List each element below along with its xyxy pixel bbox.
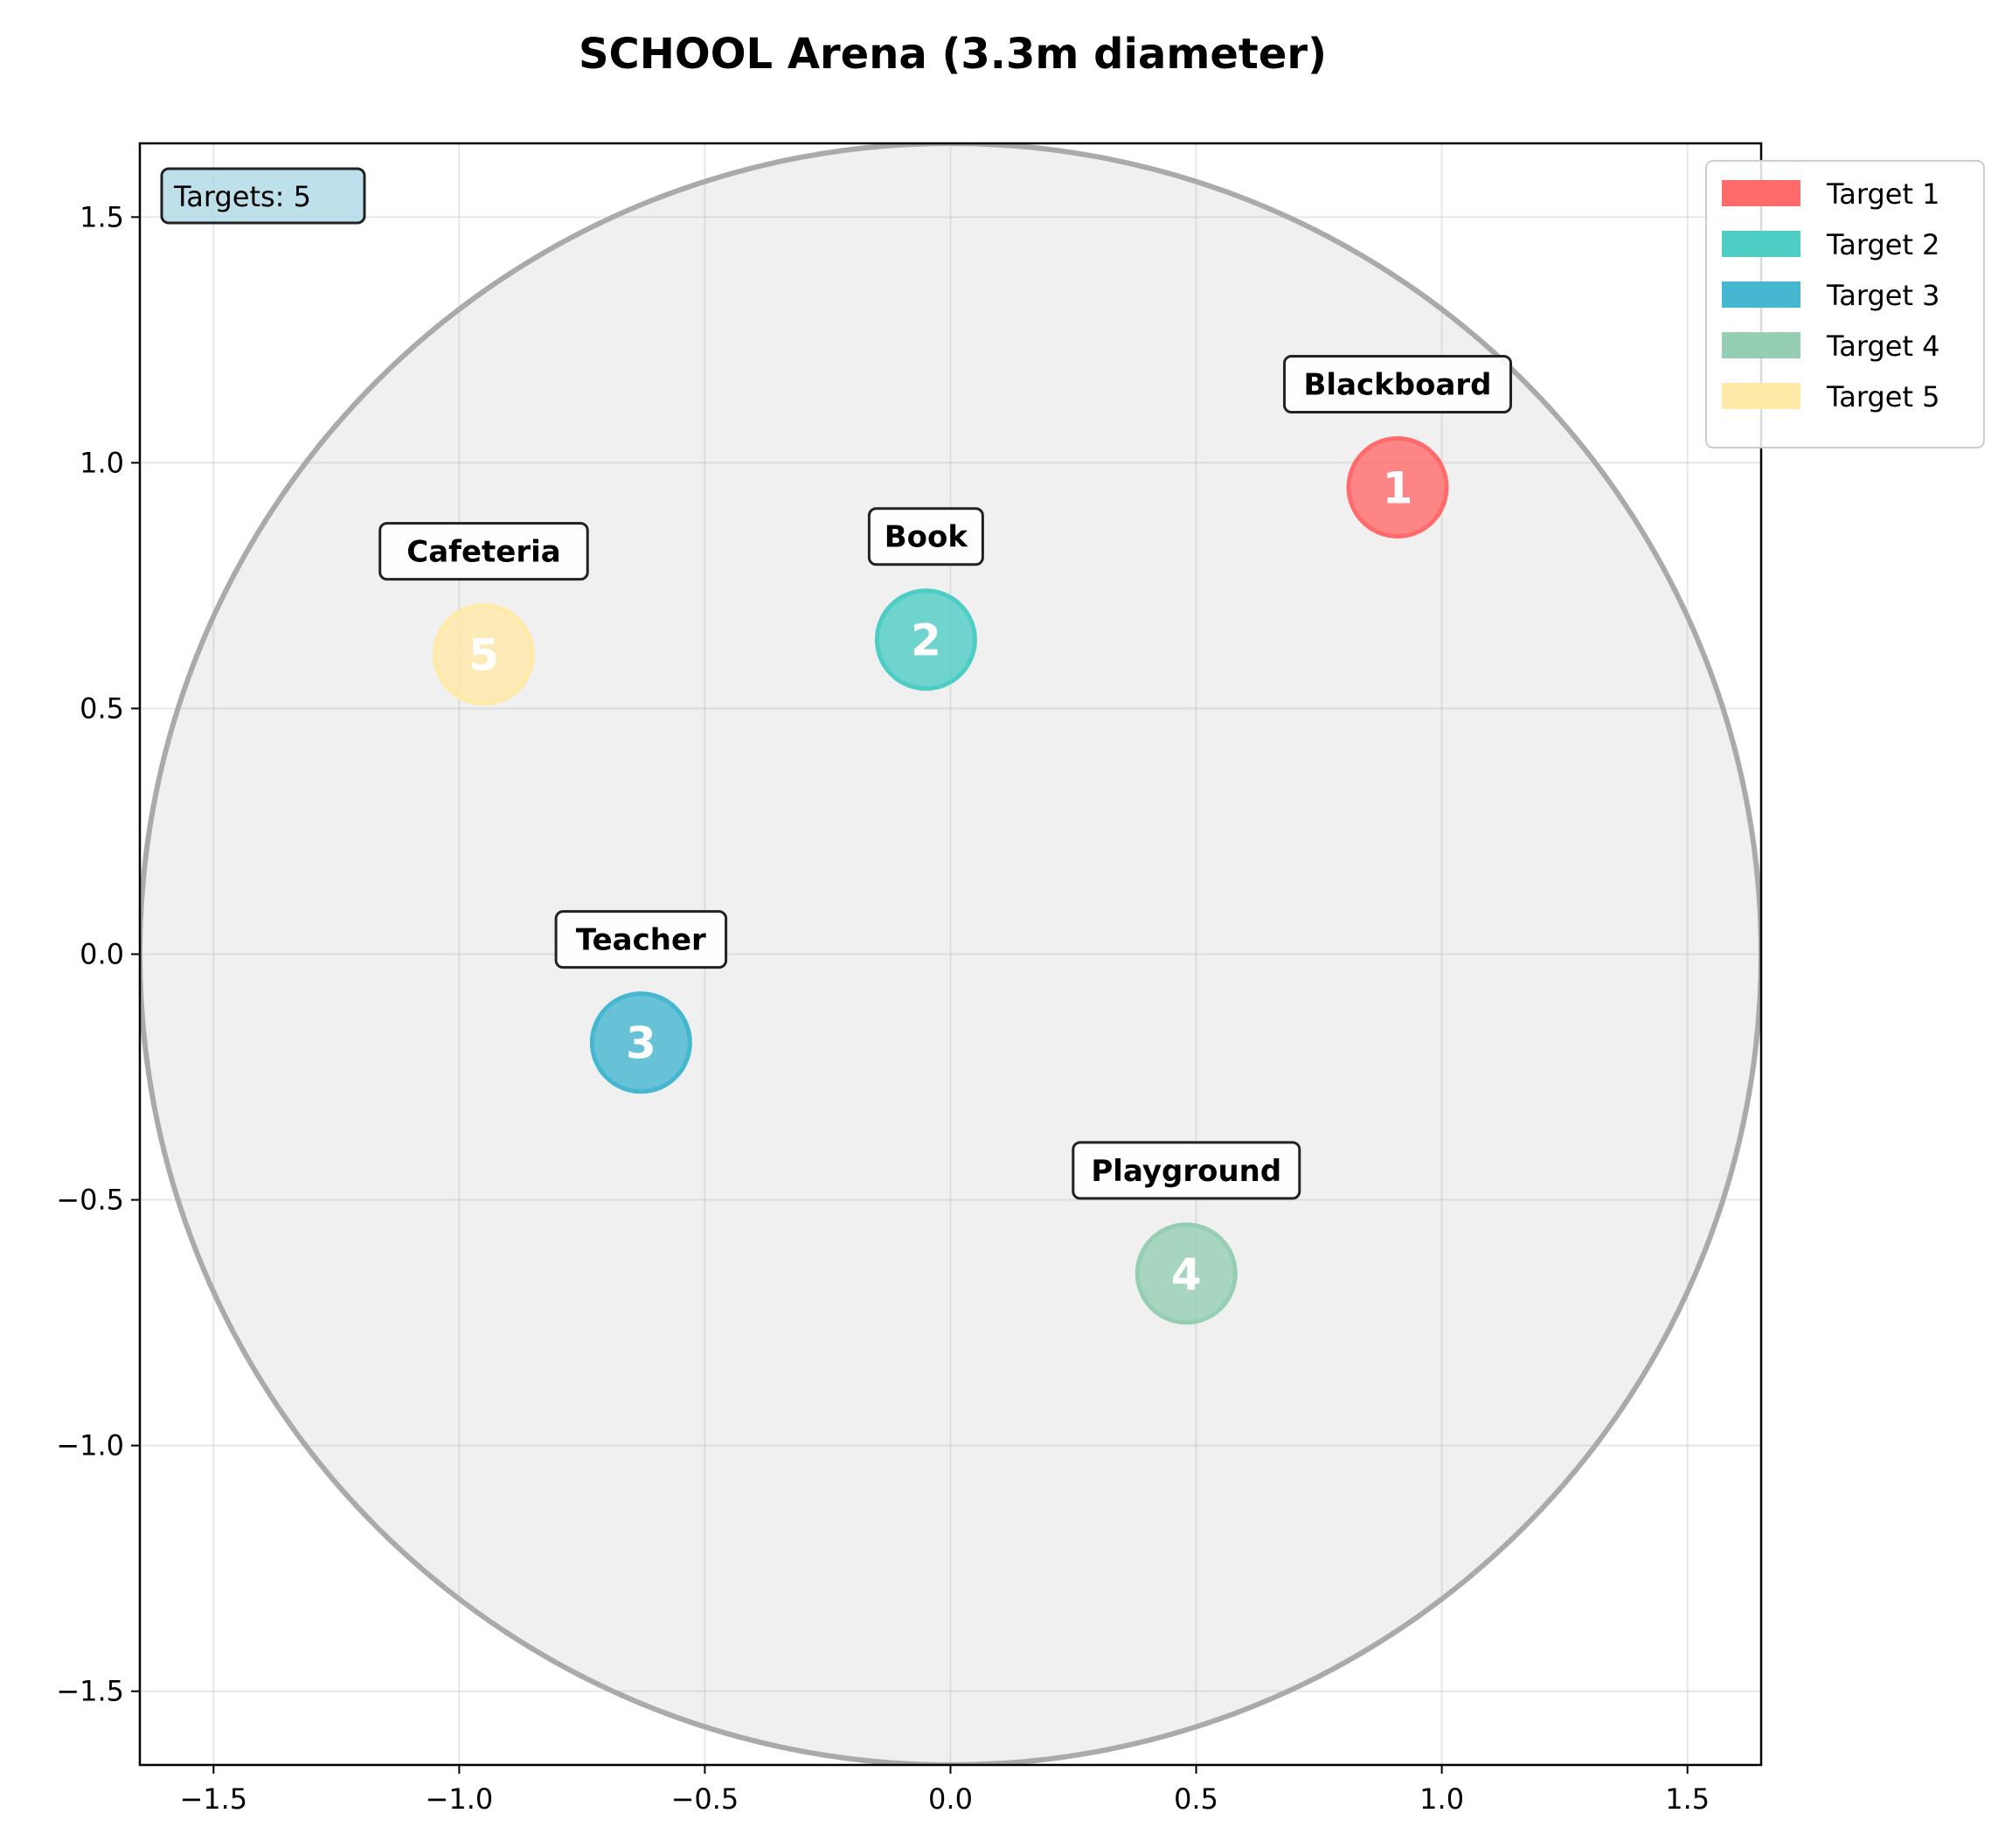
- target-label-4: Playground: [1091, 1154, 1281, 1189]
- target-label-box-4: [1072, 1141, 1301, 1200]
- x-tick-label-3: 0.0: [928, 1782, 973, 1816]
- target-label-3: Teacher: [576, 923, 706, 958]
- target-label-box-1: [1283, 354, 1513, 413]
- legend-swatch-2: [1722, 231, 1800, 257]
- y-tick-label-6: 1.5: [80, 200, 124, 233]
- legend-label-3: Target 3: [1826, 279, 1940, 312]
- y-tick-label-4: 0.5: [80, 691, 124, 725]
- targets-count-box: [160, 167, 366, 225]
- legend-label-5: Target 5: [1826, 380, 1940, 413]
- target-marker-4: [1134, 1222, 1238, 1325]
- x-tick-label-4: 0.5: [1174, 1782, 1218, 1816]
- y-tick-label-3: 0.0: [80, 938, 124, 971]
- x-tick-label-2: −0.5: [671, 1782, 739, 1816]
- target-label-box-3: [554, 910, 728, 969]
- x-tick-label-5: 1.0: [1419, 1782, 1464, 1816]
- target-marker-1: [1346, 435, 1449, 538]
- legend: Target 1 Target 2 Target 3 Target 4 Target 5: [1705, 160, 1985, 448]
- target-number-3: 3: [626, 1018, 656, 1069]
- target-marker-5: [432, 603, 535, 706]
- target-marker-2: [874, 588, 977, 691]
- target-marker-3: [589, 991, 692, 1094]
- legend-label-2: Target 2: [1826, 228, 1940, 261]
- x-tick-label-1: −1.0: [426, 1782, 494, 1816]
- legend-swatch-1: [1722, 180, 1800, 206]
- target-label-box-5: [378, 522, 589, 581]
- legend-label-4: Target 4: [1826, 330, 1940, 363]
- chart-title: SCHOOL Arena (3.3m diameter): [579, 30, 1327, 79]
- target-label-5: Cafeteria: [406, 535, 560, 570]
- target-number-2: 2: [911, 615, 941, 666]
- y-tick-label-1: −1.0: [56, 1429, 124, 1462]
- x-tick-label-0: −1.5: [179, 1782, 247, 1816]
- plot-area: 1 Blackboard 2 Book 3 Teacher 4 Playground 5 Cafe…: [56, 142, 1985, 1816]
- target-number-4: 4: [1171, 1249, 1202, 1300]
- targets-count-label: Targets: 5: [173, 180, 311, 213]
- legend-swatch-4: [1722, 332, 1800, 358]
- target-label-2: Book: [885, 520, 969, 555]
- y-tick-label-5: 1.0: [80, 446, 124, 479]
- target-label-box-2: [867, 507, 984, 566]
- target-number-1: 1: [1383, 462, 1413, 513]
- y-tick-label-2: −0.5: [56, 1184, 124, 1217]
- legend-swatch-5: [1722, 383, 1800, 409]
- x-tick-label-6: 1.5: [1665, 1782, 1710, 1816]
- target-label-1: Blackboard: [1304, 367, 1492, 402]
- target-number-5: 5: [468, 630, 499, 681]
- legend-label-1: Target 1: [1826, 177, 1940, 211]
- legend-swatch-3: [1722, 281, 1800, 308]
- y-tick-label-0: −1.5: [56, 1675, 124, 1708]
